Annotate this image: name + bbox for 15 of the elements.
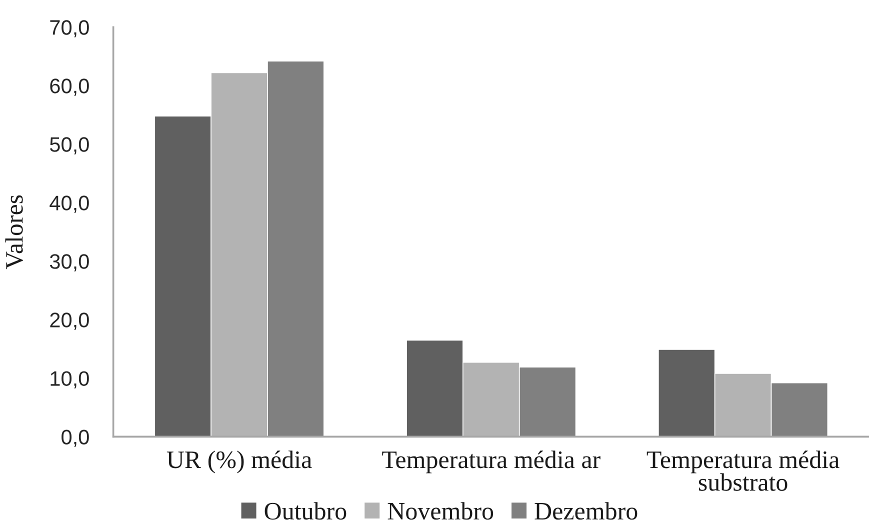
y-tick-label: 50,0: [50, 137, 89, 154]
y-tick-label: 70,0: [50, 20, 89, 38]
legend-label: Dezembro: [534, 502, 638, 520]
x-tick-label: Temperatura média ar: [382, 450, 600, 474]
legend-label: Outubro: [264, 502, 346, 520]
x-tick-label: Temperatura média substrato: [646, 450, 840, 491]
y-tick-label: 20,0: [50, 312, 89, 330]
y-axis-title: Valores: [5, 195, 23, 270]
y-tick-label: 0,0: [62, 430, 89, 447]
y-tick-label: 40,0: [50, 196, 89, 213]
y-tick-label: 30,0: [50, 254, 89, 272]
legend-label: Novembro: [388, 502, 494, 520]
y-tick-label: 60,0: [50, 78, 89, 96]
y-tick-label: 10,0: [50, 371, 89, 388]
x-tick-label: UR (%) média: [166, 450, 312, 474]
